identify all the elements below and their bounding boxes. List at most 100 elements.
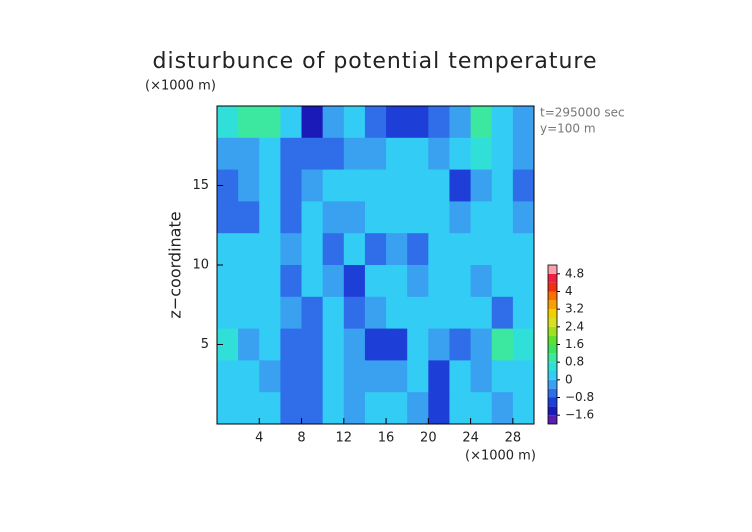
y-axis-label: z−coordinate [166,211,185,318]
x-tick-label: 12 [336,431,353,446]
contour-cell [322,392,345,425]
colorbar-band [548,326,557,336]
colorbar-band [548,309,557,318]
contour-cell [280,106,303,139]
contour-cell [280,233,303,266]
contour-cell [217,201,239,234]
contour-cell [428,201,450,234]
contour-cell [343,137,366,171]
contour-cell [449,233,472,266]
contour-cell [280,392,303,425]
y-tick-label: 15 [192,178,209,193]
contour-cell [322,328,345,361]
contour-cell [322,106,345,139]
contour-cell [386,233,408,266]
contour-cell [512,233,535,266]
contour-cell [280,265,303,298]
contour-cell [259,106,281,139]
contour-cell [343,106,366,139]
contour-cell [449,201,472,234]
contour-cell [491,360,514,393]
x-tick-label: 28 [505,431,522,446]
contour-cell [343,296,366,330]
contour-cell [428,360,450,393]
contour-cell [364,328,387,361]
contour-cell [407,265,429,298]
contour-cell [280,328,303,361]
contour-cell [407,360,429,393]
contour-cell [364,296,387,330]
colorbar-band [548,362,557,371]
contour-cell [343,392,366,425]
contour-cell [470,106,493,139]
colorbar-tick-label: −1.6 [565,408,594,422]
contour-cell [364,137,387,171]
contour-cell [301,106,324,139]
colorbar-band [548,415,557,424]
contour-cell [491,296,514,330]
colorbar-tick-label: 4.8 [565,266,584,280]
contour-cell [217,296,239,330]
contour-cell [470,265,493,298]
contour-cell [217,328,239,361]
contour-cell [428,265,450,298]
contour-cell [386,296,408,330]
contour-cell [364,360,387,393]
contour-cell [301,360,324,393]
contour-cell [259,137,281,171]
colorbar-band [548,300,557,310]
colorbar-band [548,371,557,380]
contour-cell [407,106,429,139]
contour-cell [343,169,366,202]
contour-cell [322,233,345,266]
contour-cell [470,169,493,202]
contour-cell [449,360,472,393]
y-tick-label: 5 [201,337,209,352]
contour-cell [217,106,239,139]
contour-cell [259,360,281,393]
annotation: y=100 m [540,122,596,136]
contour-cell [322,360,345,393]
contour-cell [428,169,450,202]
contour-cell [512,106,535,139]
contour-cell [259,328,281,361]
contour-cell [449,328,472,361]
contour-cell [217,137,239,171]
contour-cell [280,360,303,393]
contour-cell [428,233,450,266]
y-tick-label: 10 [192,258,209,273]
contour-cell [407,137,429,171]
colorbar-band [548,318,557,327]
contour-cell [364,265,387,298]
colorbar-band [548,397,557,407]
x-tick-label: 8 [297,431,305,446]
colorbar-tick-label: 0.8 [565,355,584,369]
contour-cell [238,265,260,298]
contour-cell [238,328,260,361]
contour-cell [280,296,303,330]
x-tick-label: 24 [462,431,479,446]
contour-cell [491,392,514,425]
contour-cell [449,169,472,202]
contour-cell [217,233,239,266]
annotation: t=295000 sec [540,106,625,120]
contour-cell [428,392,450,425]
contour-cell [491,265,514,298]
contour-cell [259,201,281,234]
contour-cell [491,233,514,266]
contour-cell [217,265,239,298]
contour-cell [428,137,450,171]
colorbar-band [548,344,557,354]
contour-cell [259,392,281,425]
contour-cell [449,265,472,298]
colorbar-band [548,265,557,274]
contour-cell [343,233,366,266]
contour-cell [259,169,281,202]
colorbar-band [548,282,557,292]
contour-cell [512,392,535,425]
contour-cell [470,360,493,393]
contour-cell [470,296,493,330]
contour-cell [386,360,408,393]
colorbar-band [548,291,557,301]
contour-cell [407,392,429,425]
